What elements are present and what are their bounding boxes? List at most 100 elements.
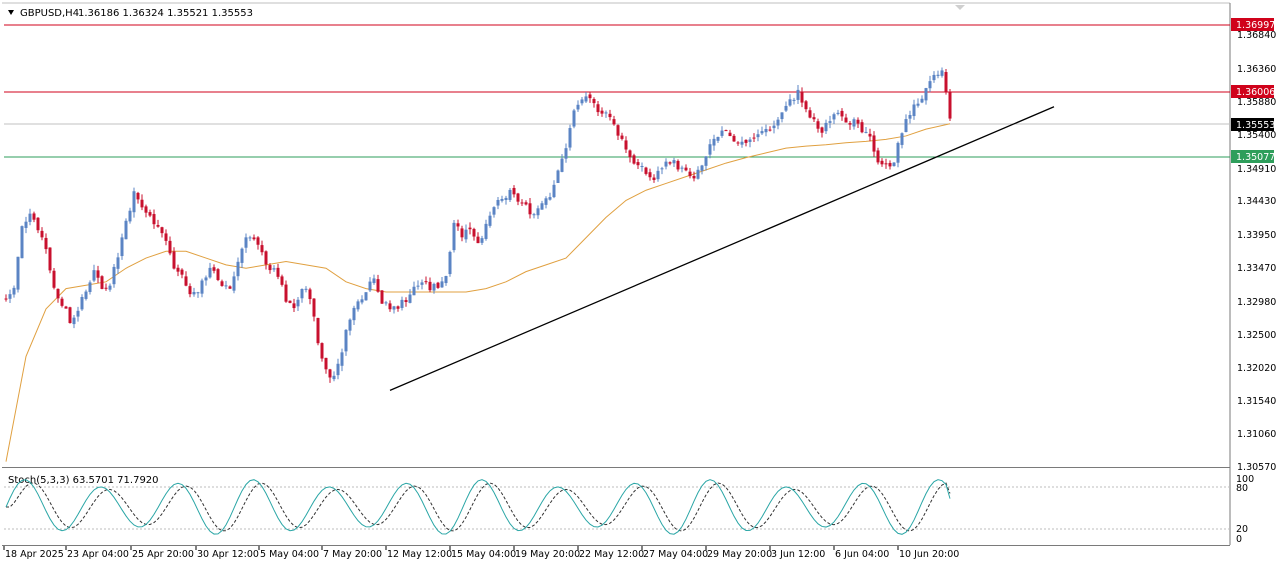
bear-candle bbox=[652, 177, 656, 180]
support-tag-label: 1.35077 bbox=[1236, 152, 1275, 163]
bear-candle bbox=[436, 282, 440, 288]
bull-candle bbox=[892, 162, 896, 167]
bull-candle bbox=[348, 319, 352, 331]
bear-candle bbox=[148, 212, 152, 216]
chart-scroll-marker-icon[interactable] bbox=[955, 5, 965, 10]
bull-candle bbox=[720, 130, 724, 136]
symbol-dropdown-icon[interactable] bbox=[8, 10, 14, 15]
bull-candle bbox=[504, 197, 508, 201]
bear-candle bbox=[684, 167, 688, 171]
bull-candle bbox=[360, 299, 364, 303]
bear-candle bbox=[276, 267, 280, 277]
stoch-main-line bbox=[5, 479, 951, 535]
bull-candle bbox=[500, 198, 504, 201]
current-price-tag-label: 1.35553 bbox=[1236, 120, 1275, 131]
resistance-tag bbox=[1231, 85, 1274, 98]
bull-candle bbox=[784, 105, 788, 111]
bull-candle bbox=[28, 213, 32, 222]
bear-candle bbox=[644, 167, 648, 174]
bull-candle bbox=[908, 115, 912, 119]
bear-candle bbox=[876, 150, 880, 163]
bull-candle bbox=[432, 283, 436, 291]
bear-candle bbox=[520, 202, 524, 204]
bear-candle bbox=[376, 279, 380, 292]
bear-candle bbox=[592, 99, 596, 104]
bull-candle bbox=[900, 133, 904, 145]
bull-candle bbox=[640, 166, 644, 168]
bear-candle bbox=[260, 245, 264, 253]
bull-candle bbox=[8, 294, 12, 299]
bull-candle bbox=[824, 122, 828, 132]
bear-candle bbox=[884, 163, 888, 165]
bear-candle bbox=[284, 284, 288, 302]
bull-candle bbox=[552, 184, 556, 198]
price-tick: 1.36840 bbox=[1237, 30, 1276, 41]
bull-candle bbox=[416, 285, 420, 287]
bear-candle bbox=[320, 343, 324, 359]
bear-candle bbox=[252, 237, 256, 240]
bear-candle bbox=[328, 369, 332, 378]
bull-candle bbox=[192, 291, 196, 295]
bear-candle bbox=[588, 94, 592, 99]
bear-candle bbox=[596, 104, 600, 113]
bear-candle bbox=[868, 133, 872, 137]
bear-candle bbox=[820, 127, 824, 133]
bull-candle bbox=[92, 270, 96, 281]
stoch-axis-tick: 20 bbox=[1236, 524, 1248, 535]
bear-candle bbox=[256, 237, 260, 245]
bull-candle bbox=[756, 134, 760, 138]
bear-candle bbox=[44, 237, 48, 250]
bull-candle bbox=[936, 74, 940, 76]
bull-candle bbox=[408, 294, 412, 303]
bull-candle bbox=[576, 104, 580, 110]
bear-candle bbox=[152, 214, 156, 225]
bear-candle bbox=[96, 270, 100, 278]
bull-candle bbox=[132, 191, 136, 213]
bull-candle bbox=[748, 139, 752, 142]
bull-candle bbox=[300, 289, 304, 299]
bear-candle bbox=[140, 199, 144, 208]
bear-candle bbox=[808, 110, 812, 118]
time-tick: 12 May 12:00 bbox=[387, 549, 452, 560]
bull-candle bbox=[12, 287, 16, 295]
ascending-trendline[interactable] bbox=[389, 106, 1055, 391]
stoch-signal-line bbox=[6, 482, 951, 532]
bull-candle bbox=[24, 221, 28, 228]
bull-candle bbox=[128, 210, 132, 222]
price-tick: 1.34910 bbox=[1237, 164, 1276, 175]
bull-candle bbox=[672, 160, 676, 164]
bear-candle bbox=[620, 135, 624, 139]
bear-candle bbox=[804, 101, 808, 110]
bull-candle bbox=[420, 282, 424, 285]
price-tick: 1.36360 bbox=[1237, 64, 1276, 75]
price-tick: 1.33950 bbox=[1237, 230, 1276, 241]
bull-candle bbox=[796, 89, 800, 100]
bull-candle bbox=[568, 128, 572, 148]
bear-candle bbox=[632, 155, 636, 164]
bull-candle bbox=[548, 197, 552, 200]
bull-candle bbox=[236, 261, 240, 277]
bull-candle bbox=[296, 299, 300, 307]
bear-candle bbox=[668, 162, 672, 164]
bear-candle bbox=[872, 135, 876, 152]
bear-candle bbox=[164, 233, 168, 241]
bear-candle bbox=[168, 240, 172, 254]
bull-candle bbox=[656, 170, 660, 180]
bull-candle bbox=[372, 278, 376, 284]
bull-candle bbox=[540, 203, 544, 210]
bear-candle bbox=[736, 142, 740, 144]
bull-candle bbox=[244, 237, 248, 248]
bull-candle bbox=[572, 110, 576, 127]
bear-candle bbox=[472, 228, 476, 237]
bull-candle bbox=[896, 142, 900, 163]
bear-candle bbox=[380, 290, 384, 304]
bear-candle bbox=[4, 298, 8, 300]
bear-candle bbox=[308, 289, 312, 300]
bear-candle bbox=[844, 117, 848, 123]
bull-candle bbox=[664, 161, 668, 167]
bull-candle bbox=[88, 282, 92, 292]
bear-candle bbox=[676, 160, 680, 170]
time-tick: 6 Jun 04:00 bbox=[835, 549, 889, 560]
